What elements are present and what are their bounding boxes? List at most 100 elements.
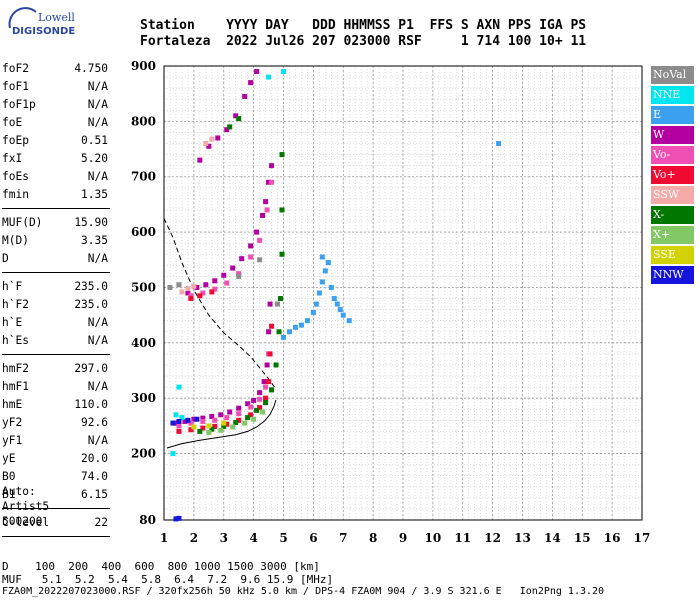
echo-point-w: [251, 397, 257, 403]
echo-point-w: [261, 379, 267, 385]
echo-point-nne: [266, 74, 272, 80]
echo-point-vo: [248, 412, 254, 418]
x-tick-label: 5: [279, 531, 287, 545]
param-row-d: D N/A: [2, 250, 108, 268]
x-tick-label: 2: [190, 531, 198, 545]
legend-item-nnw: NNW: [651, 266, 694, 284]
echo-point-nnw: [185, 417, 191, 423]
echo-point-ssw: [191, 283, 197, 289]
echo-point-vo: [200, 425, 206, 431]
echo-point-x: [233, 420, 239, 426]
x-tick-label: 1: [160, 531, 168, 545]
param-row-hf2: h`F2 235.0: [2, 296, 108, 314]
param-label: h`F: [2, 280, 23, 293]
echo-point-x: [242, 420, 248, 426]
echo-point-vo: [248, 254, 254, 260]
echo-point-nne: [176, 384, 182, 390]
echo-point-w: [203, 282, 209, 288]
echo-point-x: [254, 407, 260, 413]
echo-point-vo: [267, 351, 273, 357]
param-value: N/A: [87, 316, 108, 329]
x-tick-label: 9: [399, 531, 407, 545]
echo-point-x: [269, 387, 275, 393]
y-tick-label: 700: [131, 170, 156, 184]
echo-point-vo: [266, 351, 272, 357]
muf-table: D 100 200 400 600 800 1000 1500 3000 [km…: [2, 560, 333, 586]
echo-point-w: [254, 69, 260, 75]
echo-point-vo: [257, 405, 263, 411]
param-row-mufd: MUF(D) 15.90: [2, 214, 108, 232]
legend-item-noval: NoVal: [651, 66, 694, 84]
x-tick-label: 12: [484, 531, 501, 545]
echo-point-w: [263, 199, 269, 205]
x-tick-label: 14: [544, 531, 561, 545]
legend-item-w: W: [651, 126, 694, 144]
echo-point-x: [279, 207, 285, 213]
legend-item-vo: Vo+: [651, 166, 694, 184]
param-separator: [2, 354, 110, 355]
logo-line-2: DIGISONDE: [12, 26, 76, 37]
param-separator: [2, 208, 110, 209]
echo-point-nne: [173, 412, 179, 418]
param-row-hme: hmE 110.0: [2, 396, 108, 414]
echo-point-vo: [212, 417, 218, 423]
x-tick-label: 13: [514, 531, 531, 545]
echo-point-vo: [269, 323, 275, 329]
echo-point-w: [191, 416, 197, 422]
echo-point-x: [273, 362, 279, 368]
param-label: h`F2: [2, 298, 29, 311]
header-labels: Station YYYY DAY DDD HHMMSS P1 FFS S AXN…: [140, 18, 587, 33]
param-value: N/A: [87, 434, 108, 447]
echo-point-noval: [275, 301, 281, 307]
echo-point-w: [206, 143, 212, 149]
echo-point-x: [260, 409, 266, 415]
echo-point-w: [267, 301, 273, 307]
param-value: 235.0: [74, 280, 108, 293]
echo-point-vo: [212, 286, 218, 292]
echo-point-w: [245, 401, 251, 407]
x-tick-label: 15: [574, 531, 591, 545]
echo-point-e: [319, 279, 325, 285]
echo-point-e: [337, 307, 343, 313]
echo-point-e: [496, 141, 502, 147]
legend-item-nne: NNE: [651, 86, 694, 104]
param-label: hmE: [2, 398, 23, 411]
param-label: hmF2: [2, 362, 29, 375]
echo-point-e: [346, 318, 352, 324]
x-tick-label: 7: [339, 531, 347, 545]
echo-point-e: [292, 324, 298, 330]
param-label: C-level: [2, 516, 50, 529]
echo-point-w: [200, 415, 206, 421]
muf-distance-row: D 100 200 400 600 800 1000 1500 3000 [km…: [2, 560, 320, 573]
echo-point-w: [248, 80, 254, 86]
echo-point-vo: [188, 296, 194, 302]
param-row-b1: B1 6.15: [2, 486, 108, 504]
legend-item-x: X+: [651, 226, 694, 244]
param-label: M(D): [2, 234, 29, 247]
echo-point-w: [233, 113, 239, 119]
param-value: 0.51: [81, 134, 108, 147]
muf-curve: [163, 218, 275, 388]
param-value: N/A: [87, 380, 108, 393]
echo-point-vo: [236, 271, 242, 277]
echo-point-w: [239, 256, 245, 262]
param-separator: [2, 536, 110, 537]
param-row-fof1p: foF1p N/A: [2, 96, 108, 114]
echo-point-w: [194, 284, 200, 290]
echo-point-w: [218, 412, 224, 418]
echo-point-e: [304, 318, 310, 324]
echo-point-x: [197, 428, 203, 434]
echo-point-e: [325, 260, 331, 266]
echo-point-w: [230, 265, 236, 271]
param-label: yF1: [2, 434, 23, 447]
y-tick-label: 400: [131, 336, 156, 350]
echo-point-x: [263, 400, 269, 406]
param-label: foF1: [2, 80, 29, 93]
auto-line-1: Auto:: [2, 485, 36, 498]
echo-point-vo: [200, 290, 206, 296]
echo-point-w: [242, 93, 248, 99]
echo-point-w: [264, 362, 270, 368]
echo-point-x: [279, 152, 285, 158]
param-value: 297.0: [74, 362, 108, 375]
echo-point-w: [257, 390, 263, 396]
